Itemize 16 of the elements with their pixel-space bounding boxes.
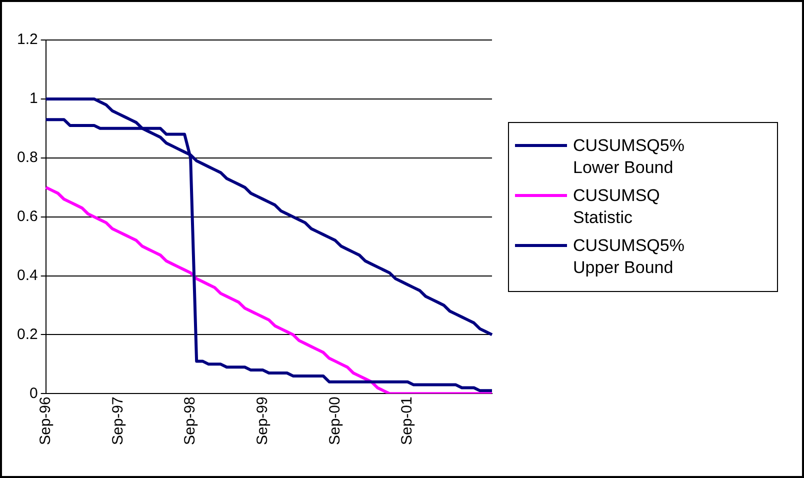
y-tick-label: 0.8 [16,149,38,166]
x-tick-label: Sep-99 [254,396,272,446]
x-tick-label: Sep-01 [398,396,416,446]
y-tick-label: 0.2 [16,326,38,343]
x-tick-label: Sep-98 [182,396,199,446]
legend-label: CUSUMSQ5% Lower Bound [573,135,686,179]
x-tick-label: Sep-97 [109,396,126,446]
y-tick-label: 0.4 [16,266,38,284]
y-tick-label: 0.6 [16,208,38,225]
y-tick-label: 1.2 [16,31,38,48]
y-tick-label: 0 [30,384,38,402]
legend-label: CUSUMSQ5% Upper Bound [573,235,686,279]
x-tick-label: Sep-96 [36,396,54,446]
x-tick-label: Sep-00 [326,396,344,446]
y-tick-label: 1 [30,90,38,108]
legend-label: CUSUMSQ Statistic [573,185,661,229]
